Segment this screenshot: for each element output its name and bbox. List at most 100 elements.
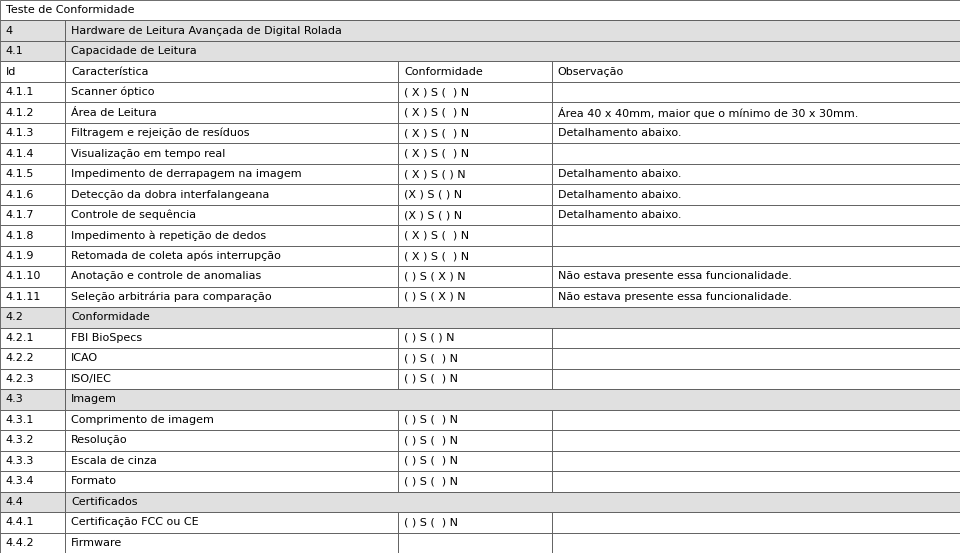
Text: ( ) S (  ) N: ( ) S ( ) N — [404, 456, 458, 466]
Text: Detalhamento abaixo.: Detalhamento abaixo. — [558, 190, 682, 200]
Text: Detalhamento abaixo.: Detalhamento abaixo. — [558, 128, 682, 138]
Bar — [0, 328, 65, 348]
Bar — [0, 389, 65, 410]
Text: Hardware de Leitura Avançada de Digital Rolada: Hardware de Leitura Avançada de Digital … — [71, 26, 342, 36]
Bar — [552, 184, 960, 205]
Bar — [398, 430, 552, 451]
Text: Firmware: Firmware — [71, 538, 122, 548]
Bar — [65, 348, 398, 369]
Bar — [0, 20, 65, 41]
Bar — [552, 471, 960, 492]
Bar — [552, 82, 960, 102]
Text: Não estava presente essa funcionalidade.: Não estava presente essa funcionalidade. — [558, 272, 792, 281]
Text: Conformidade: Conformidade — [71, 312, 150, 322]
Bar — [65, 266, 398, 287]
Bar — [0, 287, 65, 307]
Bar — [65, 143, 398, 164]
Bar — [552, 430, 960, 451]
Text: 4.1.5: 4.1.5 — [6, 169, 35, 179]
Text: Seleção arbitrária para comparação: Seleção arbitrária para comparação — [71, 292, 272, 302]
Bar — [0, 492, 65, 512]
Text: Imagem: Imagem — [71, 394, 117, 404]
Bar — [65, 389, 960, 410]
Bar — [65, 102, 398, 123]
Text: 4.3.3: 4.3.3 — [6, 456, 35, 466]
Bar — [552, 287, 960, 307]
Bar — [0, 512, 65, 533]
Bar — [65, 61, 398, 82]
Bar — [398, 184, 552, 205]
Bar — [0, 184, 65, 205]
Bar — [65, 451, 398, 471]
Bar — [0, 246, 65, 266]
Bar — [65, 369, 398, 389]
Bar — [0, 123, 65, 143]
Text: 4.3.1: 4.3.1 — [6, 415, 35, 425]
Text: ( ) S ( X ) N: ( ) S ( X ) N — [404, 292, 466, 302]
Text: 4.4.2: 4.4.2 — [6, 538, 35, 548]
Text: 4.1.6: 4.1.6 — [6, 190, 35, 200]
Text: Controle de sequência: Controle de sequência — [71, 210, 196, 220]
Bar — [552, 143, 960, 164]
Bar — [0, 102, 65, 123]
Text: Escala de cinza: Escala de cinza — [71, 456, 156, 466]
Bar — [0, 410, 65, 430]
Text: 4.3: 4.3 — [6, 394, 23, 404]
Text: Teste de Conformidade: Teste de Conformidade — [6, 5, 134, 15]
Bar — [398, 471, 552, 492]
Text: (X ) S ( ) N: (X ) S ( ) N — [404, 210, 463, 220]
Bar — [398, 164, 552, 184]
Text: Área de Leitura: Área de Leitura — [71, 108, 156, 118]
Text: 4.1.3: 4.1.3 — [6, 128, 35, 138]
Bar — [0, 348, 65, 369]
Bar — [65, 430, 398, 451]
Text: Comprimento de imagem: Comprimento de imagem — [71, 415, 214, 425]
Text: 4.4.1: 4.4.1 — [6, 517, 35, 527]
Bar — [0, 143, 65, 164]
Text: ( X ) S (  ) N: ( X ) S ( ) N — [404, 128, 469, 138]
Text: (X ) S ( ) N: (X ) S ( ) N — [404, 190, 463, 200]
Text: Visualização em tempo real: Visualização em tempo real — [71, 149, 226, 159]
Text: Impedimento à repetição de dedos: Impedimento à repetição de dedos — [71, 230, 266, 241]
Text: ( X ) S (  ) N: ( X ) S ( ) N — [404, 149, 469, 159]
Text: 4.4: 4.4 — [6, 497, 24, 507]
Text: ( X ) S (  ) N: ( X ) S ( ) N — [404, 231, 469, 241]
Text: Detecção da dobra interfalangeana: Detecção da dobra interfalangeana — [71, 190, 270, 200]
Text: Detalhamento abaixo.: Detalhamento abaixo. — [558, 210, 682, 220]
Text: 4.1: 4.1 — [6, 46, 23, 56]
Text: 4.1.11: 4.1.11 — [6, 292, 41, 302]
Bar — [0, 430, 65, 451]
Text: ( X ) S ( ) N: ( X ) S ( ) N — [404, 169, 466, 179]
Text: Certificados: Certificados — [71, 497, 137, 507]
Text: Detalhamento abaixo.: Detalhamento abaixo. — [558, 169, 682, 179]
Bar — [398, 123, 552, 143]
Bar — [398, 451, 552, 471]
Text: ISO/IEC: ISO/IEC — [71, 374, 112, 384]
Text: ( X ) S (  ) N: ( X ) S ( ) N — [404, 108, 469, 118]
Text: Certificação FCC ou CE: Certificação FCC ou CE — [71, 517, 199, 527]
Bar — [65, 41, 960, 61]
Bar — [552, 266, 960, 287]
Text: 4.1.10: 4.1.10 — [6, 272, 41, 281]
Bar — [0, 451, 65, 471]
Bar — [65, 246, 398, 266]
Text: Filtragem e rejeição de resíduos: Filtragem e rejeição de resíduos — [71, 128, 250, 138]
Text: 4.2.1: 4.2.1 — [6, 333, 35, 343]
Text: Scanner óptico: Scanner óptico — [71, 87, 155, 97]
Text: Formato: Formato — [71, 476, 117, 486]
Text: 4.2.2: 4.2.2 — [6, 353, 35, 363]
Bar — [552, 225, 960, 246]
Bar — [398, 369, 552, 389]
Bar — [65, 164, 398, 184]
Text: 4.1.7: 4.1.7 — [6, 210, 35, 220]
Bar — [0, 82, 65, 102]
Text: 4.2.3: 4.2.3 — [6, 374, 35, 384]
Bar — [0, 471, 65, 492]
Bar — [552, 102, 960, 123]
Text: ( ) S ( X ) N: ( ) S ( X ) N — [404, 272, 466, 281]
Bar — [65, 492, 960, 512]
Bar — [398, 61, 552, 82]
Bar — [65, 410, 398, 430]
Bar — [65, 123, 398, 143]
Bar — [398, 82, 552, 102]
